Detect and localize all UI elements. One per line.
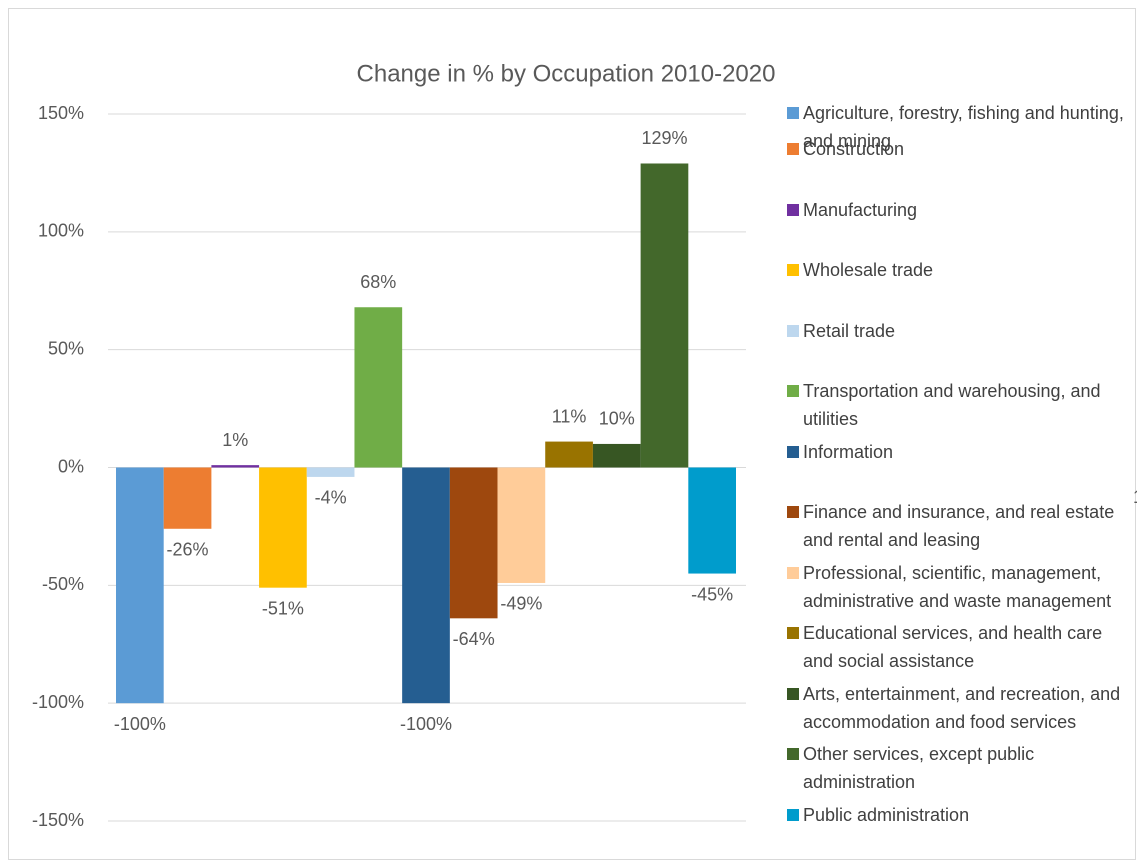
legend-swatch (787, 566, 799, 579)
legend-label: Manufacturing (803, 199, 918, 220)
data-label: -100% (114, 714, 166, 734)
data-label: 129% (641, 128, 687, 148)
chart-title: Change in % by Occupation 2010-2020 (357, 60, 776, 87)
legend-label: Arts, entertainment, and recreation, and… (803, 683, 1121, 732)
legend-swatch (787, 203, 799, 216)
bar (640, 163, 689, 468)
data-label: 68% (360, 272, 396, 292)
y-tick-label: 100% (38, 221, 84, 241)
legend-swatch (787, 143, 799, 155)
legend-label: Information (803, 441, 894, 462)
bar (211, 465, 260, 468)
legend-label: Other services, except public administra… (803, 744, 1035, 792)
legend: Agriculture, forestry, fishing and hunti… (780, 0, 1137, 861)
legend-swatch (787, 506, 799, 518)
data-label: 10% (599, 409, 635, 429)
legend-label: Agriculture, forestry, fishing and hunti… (803, 103, 1124, 151)
legend-label: Finance and insurance, and real estate a… (803, 502, 1115, 550)
annotation: 1 (1133, 487, 1137, 507)
bar (497, 467, 546, 583)
y-tick-label: -100% (32, 692, 84, 712)
data-label: -100% (400, 714, 452, 734)
bar (116, 467, 164, 704)
bar (688, 467, 736, 574)
legend-swatch (787, 324, 799, 337)
legend-swatch (787, 445, 799, 458)
legend-swatch (787, 687, 799, 700)
bar (592, 443, 641, 468)
legend-label: Construction (803, 139, 905, 159)
legend-swatch (787, 748, 799, 760)
y-tick-label: -50% (42, 574, 84, 594)
y-tick-label: 150% (38, 103, 84, 123)
legend-label: Educational services, and health care an… (803, 623, 1103, 671)
legend-label: Public administration (803, 804, 970, 825)
bar (306, 467, 355, 477)
legend-swatch (787, 808, 799, 821)
data-label: -51% (262, 598, 304, 618)
legend-swatch (787, 107, 799, 119)
y-tick-label: -150% (32, 810, 84, 830)
legend-swatch (787, 264, 799, 276)
data-label: -64% (453, 629, 495, 649)
bar (354, 307, 403, 468)
data-label: 11% (552, 406, 587, 426)
data-label: -49% (500, 594, 542, 614)
legend-swatch (787, 627, 799, 639)
bar (163, 467, 212, 529)
bar (545, 441, 593, 468)
legend-label: Wholesale trade (803, 260, 934, 280)
chart-border (8, 8, 1136, 860)
legend-label: Retail trade (803, 320, 896, 341)
legend-label: Professional, scientific, management, ad… (803, 562, 1112, 611)
legend-label: Transportation and warehousing, and util… (803, 381, 1101, 429)
bar (259, 467, 307, 588)
y-tick-label: 50% (48, 338, 84, 358)
data-label: -45% (691, 584, 733, 604)
data-label: 1% (222, 430, 248, 450)
data-label: -26% (167, 540, 209, 560)
bar (449, 467, 498, 619)
legend-swatch (787, 385, 799, 397)
data-label: -4% (315, 488, 347, 508)
bar (402, 467, 450, 704)
y-tick-label: 0% (58, 456, 84, 476)
